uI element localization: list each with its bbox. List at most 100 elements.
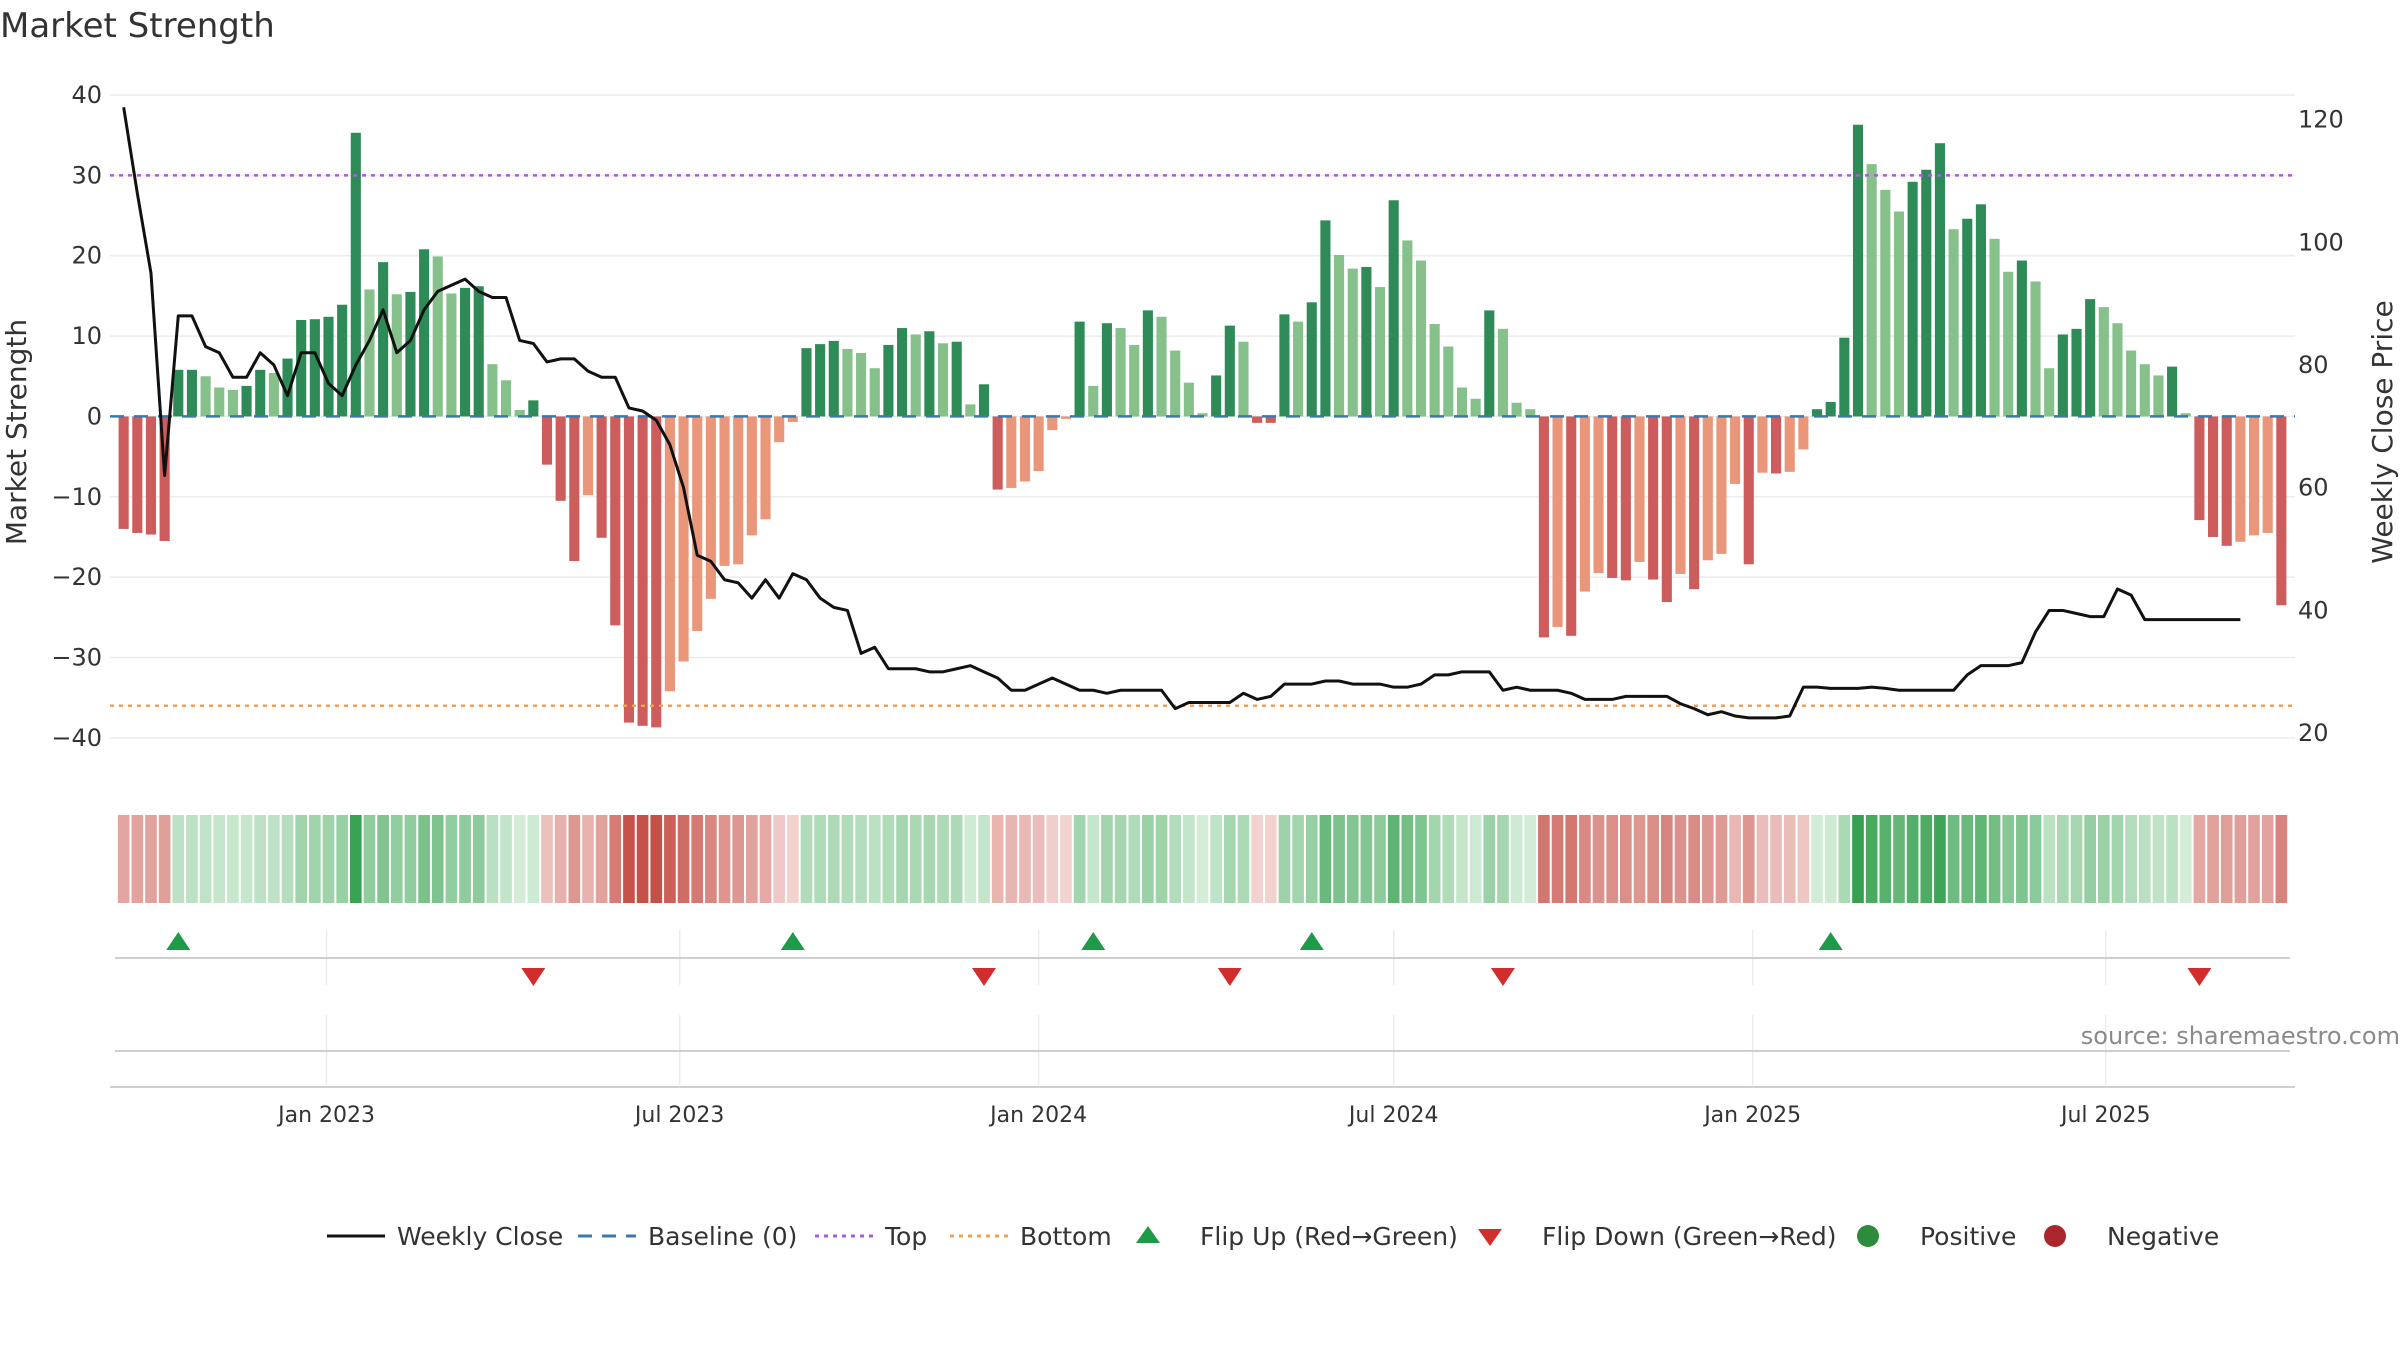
- strength-bar: [432, 256, 443, 417]
- chart-title: Market Strength: [0, 6, 275, 46]
- heat-cell: [705, 815, 717, 903]
- strength-bar: [1306, 302, 1317, 417]
- heat-cell: [1906, 815, 1919, 903]
- heat-cell: [1715, 815, 1728, 903]
- strength-bar: [1334, 254, 1345, 417]
- flip-up-marker: [1081, 932, 1106, 950]
- strength-bar: [678, 416, 689, 662]
- heat-cell: [1961, 815, 1974, 903]
- strength-bar: [1033, 416, 1044, 472]
- strength-bar: [323, 316, 334, 417]
- heat-cell: [786, 815, 799, 903]
- strength-bar: [1347, 268, 1358, 417]
- heat-cell: [773, 815, 785, 903]
- heat-cell: [1019, 815, 1031, 903]
- flip-down-marker: [2187, 968, 2212, 986]
- heat-cell: [1865, 815, 1878, 903]
- strength-bar: [992, 416, 1003, 490]
- strength-bar: [1566, 416, 1577, 636]
- heat-cell: [377, 815, 389, 903]
- strength-bar: [1115, 328, 1126, 417]
- strength-bar: [1907, 181, 1918, 417]
- legend-label: Positive: [1920, 1222, 2016, 1251]
- strength-bar: [282, 358, 293, 417]
- heat-cell: [309, 815, 321, 903]
- heat-cell: [1073, 815, 1086, 903]
- strength-bar: [1156, 316, 1167, 417]
- strength-bar: [1170, 350, 1181, 417]
- strength-bar: [337, 304, 348, 417]
- heat-cell: [1797, 815, 1810, 903]
- heat-cell: [2261, 815, 2274, 903]
- strength-bar: [815, 344, 826, 417]
- strength-bar: [1388, 200, 1399, 417]
- heat-cell: [1114, 815, 1127, 903]
- heat-cell: [349, 815, 362, 903]
- left-tick-label: −30: [51, 644, 102, 672]
- heat-cell: [1497, 815, 1509, 903]
- heat-cell: [1374, 815, 1386, 903]
- left-tick-label: 0: [87, 402, 102, 430]
- heat-cell: [882, 815, 895, 903]
- heat-cell: [1988, 815, 2001, 903]
- heat-cell: [1101, 815, 1113, 903]
- heat-cell: [623, 815, 635, 903]
- strength-bar: [1552, 416, 1563, 627]
- strength-bar: [828, 340, 839, 417]
- strength-bar: [1265, 416, 1276, 423]
- strength-bar: [719, 416, 730, 566]
- flip-down-marker: [1490, 968, 1515, 986]
- heat-cell: [281, 815, 294, 903]
- heat-cell: [691, 815, 704, 903]
- heat-cell: [459, 815, 471, 903]
- legend-label: Negative: [2107, 1222, 2219, 1251]
- heat-cell: [1142, 815, 1154, 903]
- strength-bar: [2167, 366, 2178, 417]
- flip-up-marker: [780, 932, 805, 950]
- heat-cell: [1620, 815, 1632, 903]
- heat-cell: [1824, 815, 1837, 903]
- strength-bar: [487, 364, 498, 417]
- heat-cell: [868, 815, 881, 903]
- heat-cell: [1647, 815, 1659, 903]
- strength-bar: [541, 416, 553, 465]
- heat-cell: [158, 815, 171, 903]
- strength-bar: [405, 291, 416, 417]
- strength-bar: [951, 341, 962, 417]
- source-credit: source: sharemaestro.com: [2080, 1022, 2400, 1050]
- flip-down-marker: [1217, 968, 1242, 986]
- heat-cell: [855, 815, 867, 903]
- strength-bar: [801, 348, 812, 417]
- legend-label: Top: [884, 1222, 927, 1251]
- heat-cell: [677, 815, 690, 903]
- heat-cell: [227, 815, 239, 903]
- strength-bar: [528, 400, 539, 417]
- strength-bar: [309, 319, 320, 417]
- heat-cell: [390, 815, 403, 903]
- heat-cell: [827, 815, 840, 903]
- flip-markers: [166, 932, 2212, 986]
- heat-cell: [1046, 815, 1059, 903]
- strength-bar: [1374, 287, 1386, 417]
- strength-bar: [1497, 328, 1508, 417]
- heat-cell: [1155, 815, 1168, 903]
- strength-bar: [842, 348, 853, 417]
- strength-bar: [419, 249, 430, 417]
- heat-cell: [2207, 815, 2219, 903]
- strength-bar: [1361, 266, 1372, 417]
- heat-cell: [1428, 815, 1441, 903]
- heat-cell: [1223, 815, 1236, 903]
- strength-bar: [200, 376, 211, 417]
- heat-cell: [1565, 815, 1578, 903]
- strength-bar: [897, 328, 908, 417]
- strength-bar: [1429, 324, 1440, 417]
- heat-cell: [254, 815, 267, 903]
- heat-cell: [1128, 815, 1141, 903]
- strength-bar: [1197, 413, 1208, 417]
- heat-cell: [718, 815, 731, 903]
- strength-bar: [132, 416, 143, 533]
- heat-cell: [1538, 815, 1550, 903]
- heat-cell: [1729, 815, 1741, 903]
- strength-bar: [569, 416, 580, 562]
- strength-bar: [296, 320, 307, 417]
